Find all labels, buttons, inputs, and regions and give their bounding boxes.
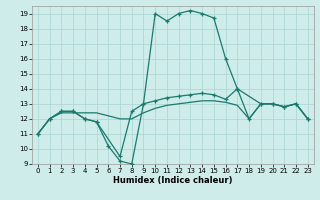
X-axis label: Humidex (Indice chaleur): Humidex (Indice chaleur) (113, 176, 233, 185)
